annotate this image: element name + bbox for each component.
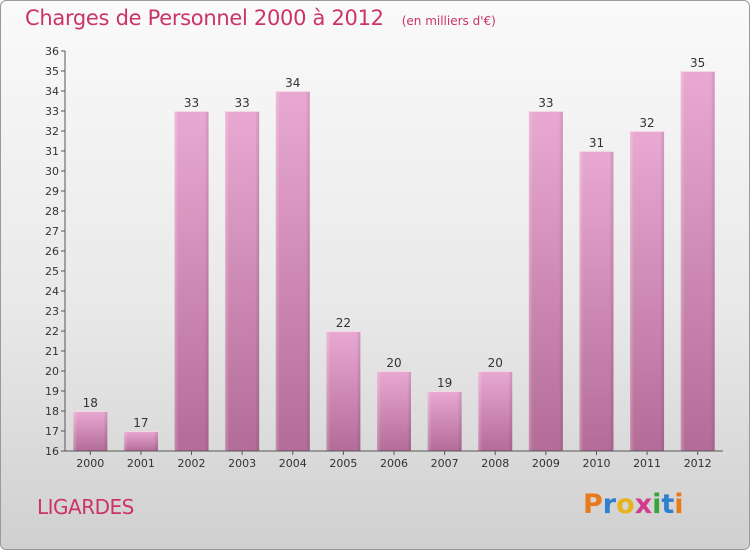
bar-shade (528, 111, 563, 451)
x-tick-label: 2010 (582, 457, 610, 470)
x-tick-label: 2011 (633, 457, 661, 470)
x-tick-label: 2006 (380, 457, 408, 470)
logo-letter: r (602, 489, 617, 520)
x-tick-label: 2004 (279, 457, 307, 470)
data-label: 32 (639, 116, 654, 130)
logo-letter: P (583, 489, 603, 520)
x-tick-label: 2012 (684, 457, 712, 470)
data-label: 17 (133, 416, 148, 430)
y-tick-label: 33 (45, 105, 59, 118)
y-tick-label: 22 (45, 325, 59, 338)
logo-letter: t (661, 489, 675, 520)
commune-name: LIGARDES (37, 495, 134, 519)
bar-shade (680, 71, 715, 451)
data-label: 35 (690, 56, 705, 70)
bar-shade (630, 131, 665, 451)
data-label: 20 (488, 356, 503, 370)
y-tick-label: 18 (45, 405, 59, 418)
bar-shade (579, 151, 614, 451)
y-tick-label: 23 (45, 305, 59, 318)
bar-shade (73, 411, 108, 451)
bar-shade (174, 111, 209, 451)
y-tick-label: 32 (45, 125, 59, 138)
bar-shade (123, 431, 158, 451)
y-tick-label: 28 (45, 205, 59, 218)
logo-letter: i (674, 489, 684, 520)
y-tick-label: 26 (45, 245, 59, 258)
logo-letter: i (652, 489, 662, 520)
data-label: 33 (184, 96, 199, 110)
data-label: 33 (538, 96, 553, 110)
y-tick-label: 20 (45, 365, 59, 378)
bar-shade (225, 111, 260, 451)
chart-subtitle: (en milliers d'€) (401, 14, 496, 28)
y-tick-label: 24 (45, 285, 59, 298)
y-tick-label: 35 (45, 65, 59, 78)
bar-shade (478, 371, 513, 451)
data-label: 34 (285, 76, 300, 90)
x-tick-label: 2005 (329, 457, 357, 470)
y-tick-label: 16 (45, 445, 59, 458)
data-label: 31 (589, 136, 604, 150)
x-tick-label: 2008 (481, 457, 509, 470)
bar-shade (326, 331, 361, 451)
proxiti-logo: Proxiti (583, 489, 684, 520)
y-tick-label: 34 (45, 85, 59, 98)
data-label: 19 (437, 376, 452, 390)
y-tick-label: 17 (45, 425, 59, 438)
title-row: Charges de Personnel 2000 à 2012 (en mil… (25, 6, 496, 36)
y-tick-label: 36 (45, 45, 59, 58)
chart-title: Charges de Personnel 2000 à 2012 (25, 6, 384, 30)
bar-shade (275, 91, 310, 451)
logo-letter: x (634, 489, 653, 520)
y-tick-label: 29 (45, 185, 59, 198)
x-tick-label: 2001 (127, 457, 155, 470)
y-tick-label: 21 (45, 345, 59, 358)
y-tick-label: 25 (45, 265, 59, 278)
y-tick-label: 19 (45, 385, 59, 398)
x-tick-label: 2003 (228, 457, 256, 470)
x-tick-label: 2007 (431, 457, 459, 470)
y-tick-label: 31 (45, 145, 59, 158)
x-tick-label: 2000 (76, 457, 104, 470)
data-label: 18 (83, 396, 98, 410)
data-label: 33 (235, 96, 250, 110)
bar-shade (427, 391, 462, 451)
y-tick-label: 27 (45, 225, 59, 238)
x-tick-label: 2002 (178, 457, 206, 470)
x-tick-label: 2009 (532, 457, 560, 470)
logo-letter: o (616, 489, 635, 520)
data-label: 22 (336, 316, 351, 330)
bar-shade (377, 371, 411, 451)
y-tick-label: 30 (45, 165, 59, 178)
data-label: 20 (386, 356, 401, 370)
